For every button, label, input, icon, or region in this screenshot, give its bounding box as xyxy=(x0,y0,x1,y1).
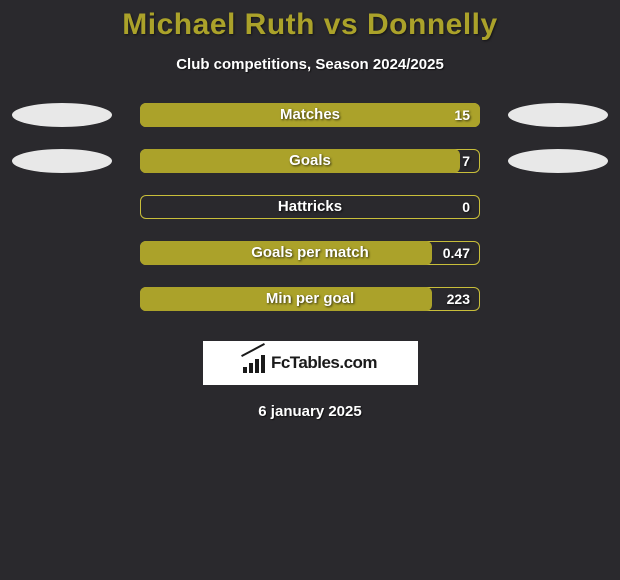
stat-label: Goals xyxy=(140,149,480,173)
stat-label: Goals per match xyxy=(140,241,480,265)
stat-value: 15 xyxy=(454,103,470,127)
stat-value: 7 xyxy=(462,149,470,173)
date-label: 6 january 2025 xyxy=(0,403,620,420)
logo-box: FcTables.com xyxy=(203,341,418,385)
stat-row: Hattricks0 xyxy=(0,195,620,241)
stat-label: Hattricks xyxy=(140,195,480,219)
player-ellipse-left xyxy=(12,103,112,127)
stat-label: Min per goal xyxy=(140,287,480,311)
stat-value: 0.47 xyxy=(443,241,470,265)
player-ellipse-right xyxy=(508,103,608,127)
player-ellipse-right xyxy=(508,149,608,173)
logo: FcTables.com xyxy=(243,353,377,373)
stat-row: Goals per match0.47 xyxy=(0,241,620,287)
stat-row: Min per goal223 xyxy=(0,287,620,333)
bar-chart-icon xyxy=(243,353,267,373)
stat-label: Matches xyxy=(140,103,480,127)
stat-rows: Matches15Goals7Hattricks0Goals per match… xyxy=(0,103,620,333)
stat-value: 223 xyxy=(447,287,470,311)
page-subtitle: Club competitions, Season 2024/2025 xyxy=(0,56,620,73)
page-title: Michael Ruth vs Donnelly xyxy=(0,0,620,42)
logo-text: FcTables.com xyxy=(271,353,377,373)
stat-value: 0 xyxy=(462,195,470,219)
player-ellipse-left xyxy=(12,149,112,173)
stat-row: Matches15 xyxy=(0,103,620,149)
stat-row: Goals7 xyxy=(0,149,620,195)
